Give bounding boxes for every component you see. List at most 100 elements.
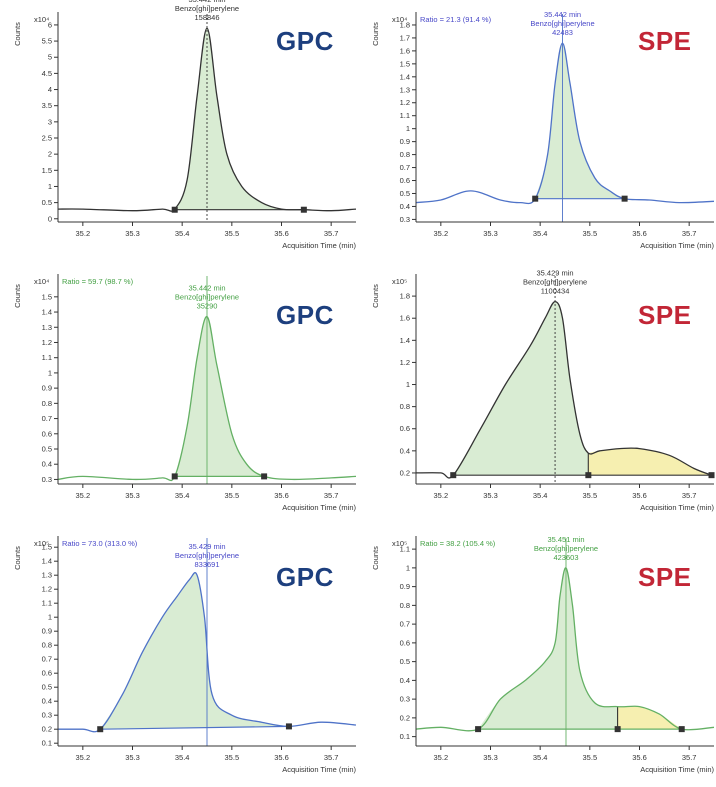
y-tick-label-6: 3 <box>48 117 52 126</box>
x-tick-label-1: 35.3 <box>483 753 498 762</box>
method-label-gpc-2: GPC <box>276 300 334 330</box>
y-tick-label-7: 0.8 <box>42 641 52 650</box>
x-tick-label-0: 35.2 <box>76 229 91 238</box>
y-tick-label-6: 0.7 <box>400 620 410 629</box>
y-tick-label-2: 0.5 <box>400 189 410 198</box>
peak-area-green-0 <box>100 572 289 730</box>
y-scale-exponent: x10⁵ <box>34 539 49 548</box>
chart-panel-gpc-2: 0.3 0.4 0.5 0.6 0.7 0.8 0.9 1 1.1 1.2 1.3 1.4 1.5 35.… <box>0 262 358 524</box>
x-tick-label-0: 35.2 <box>76 491 91 500</box>
y-tick-label-1: 0.4 <box>42 460 52 469</box>
y-scale-exponent: x10⁵ <box>392 277 407 286</box>
x-axis-title: Acquisition Time (min) <box>282 765 356 774</box>
y-tick-label-3: 0.6 <box>42 429 52 438</box>
y-tick-label-3: 0.6 <box>400 176 410 185</box>
peak-area-yellow-1 <box>588 448 712 476</box>
x-tick-label-1: 35.3 <box>125 491 140 500</box>
baseline-marker-2 <box>708 472 715 479</box>
baseline-marker-1 <box>585 472 592 479</box>
x-tick-label-4: 35.6 <box>632 491 647 500</box>
x-tick-label-4: 35.6 <box>632 229 647 238</box>
chromatogram-trace <box>415 42 715 205</box>
peak-compound-label: Benzo[ghi]perylene <box>175 293 239 302</box>
peak-area-label: 423603 <box>553 553 578 562</box>
method-label-spe-2: SPE <box>638 300 692 330</box>
y-tick-label-5: 1.2 <box>400 358 410 367</box>
x-tick-label-0: 35.2 <box>434 491 449 500</box>
baseline-marker-1 <box>621 195 628 202</box>
y-tick-label-2: 1 <box>48 182 52 191</box>
peak-area-green-0 <box>174 316 265 477</box>
y-tick-label-8: 0.9 <box>400 582 410 591</box>
x-tick-label-1: 35.3 <box>483 229 498 238</box>
y-tick-label-0: 0.3 <box>400 215 410 224</box>
y-tick-label-10: 5 <box>48 53 52 62</box>
chromatogram-trace <box>415 300 712 479</box>
x-tick-label-4: 35.6 <box>632 753 647 762</box>
method-label-gpc-1: GPC <box>276 26 334 56</box>
method-label-spe-3: SPE <box>638 562 692 592</box>
chart-svg-spe-2: 0.2 0.4 0.6 0.8 1 1.2 1.4 1.6 1.8 35.2 35.3 35.4 35.… <box>371 269 715 512</box>
qualifier-ratio-label: Ratio = 59.7 (98.7 %) <box>62 277 134 286</box>
y-tick-label-4: 0.7 <box>42 414 52 423</box>
y-tick-label-9: 4.5 <box>42 69 52 78</box>
peak-area-label: 42483 <box>552 28 573 37</box>
y-tick-label-5: 0.8 <box>400 150 410 159</box>
y-tick-label-8: 1.1 <box>400 111 410 120</box>
y-tick-label-0: 0 <box>48 214 52 223</box>
y-tick-label-0: 0.3 <box>42 475 52 484</box>
y-tick-label-9: 1.2 <box>400 98 410 107</box>
y-tick-label-5: 0.6 <box>42 669 52 678</box>
baseline-marker-0 <box>475 726 482 733</box>
baseline-marker-0 <box>171 206 178 213</box>
x-tick-label-1: 35.3 <box>125 229 140 238</box>
y-tick-label-8: 1.8 <box>400 292 410 301</box>
y-tick-label-3: 0.4 <box>400 676 410 685</box>
x-tick-label-5: 35.7 <box>682 229 697 238</box>
y-axis-title: Counts <box>371 284 380 308</box>
y-tick-label-5: 0.8 <box>42 399 52 408</box>
method-label-spe-1: SPE <box>638 26 692 56</box>
y-tick-label-14: 1.7 <box>400 33 410 42</box>
y-tick-label-10: 1.3 <box>42 323 52 332</box>
y-axis-title: Counts <box>13 22 22 46</box>
y-tick-label-10: 1.1 <box>42 599 52 608</box>
y-tick-label-6: 0.9 <box>400 137 410 146</box>
y-scale-exponent: x10⁴ <box>392 15 407 24</box>
baseline-marker-2 <box>678 726 685 733</box>
peak-area-green-0 <box>535 43 625 199</box>
baseline-marker-0 <box>532 195 539 202</box>
y-tick-label-0: 0.1 <box>400 732 410 741</box>
qualifier-ratio-label: Ratio = 73.0 (313.0 %) <box>62 539 138 548</box>
x-axis-title: Acquisition Time (min) <box>640 241 714 250</box>
y-tick-label-4: 0.5 <box>42 683 52 692</box>
y-tick-label-9: 1.2 <box>42 338 52 347</box>
x-tick-label-0: 35.2 <box>434 753 449 762</box>
y-scale-exponent: x10⁴ <box>34 277 49 286</box>
peak-area-green-0 <box>174 28 304 210</box>
x-tick-label-1: 35.3 <box>125 753 140 762</box>
chart-panel-gpc-1: 0 0.5 1 1.5 2 2.5 3 3.5 4 4.5 5 5.5 6 35.2 35.3 35.4 35.… <box>0 0 358 262</box>
chart-svg-gpc-3: 0.1 0.2 0.3 0.4 0.5 0.6 0.7 0.8 0.9 1 1.1 1.2 1.3 1.4… <box>13 536 356 774</box>
peak-area-green-0 <box>478 567 618 730</box>
y-tick-label-12: 1.5 <box>42 292 52 301</box>
y-tick-label-7: 1.6 <box>400 314 410 323</box>
x-tick-label-3: 35.5 <box>583 753 598 762</box>
y-tick-label-14: 1.5 <box>42 543 52 552</box>
x-tick-label-5: 35.7 <box>682 753 697 762</box>
y-tick-label-1: 0.4 <box>400 202 410 211</box>
y-tick-label-6: 0.7 <box>42 655 52 664</box>
chart-svg-gpc-2: 0.3 0.4 0.5 0.6 0.7 0.8 0.9 1 1.1 1.2 1.3 1.4 1.5 35.… <box>13 274 356 512</box>
y-tick-label-5: 0.6 <box>400 638 410 647</box>
y-tick-label-1: 0.2 <box>400 713 410 722</box>
peak-retention-time-label: 35.442 min <box>188 0 225 4</box>
y-tick-label-9: 1 <box>48 613 52 622</box>
chart-panel-gpc-3: 0.1 0.2 0.3 0.4 0.5 0.6 0.7 0.8 0.9 1 1.1 1.2 1.3 1.4… <box>0 524 358 786</box>
qualifier-ratio-label: Ratio = 38.2 (105.4 %) <box>420 539 496 548</box>
y-tick-label-0: 0.2 <box>400 468 410 477</box>
chart-panel-spe-2: 0.2 0.4 0.6 0.8 1 1.2 1.4 1.6 1.8 35.2 35.3 35.4 35.… <box>358 262 716 524</box>
peak-compound-label: Benzo[ghi]perylene <box>175 4 239 13</box>
peak-area-green-0 <box>453 301 589 476</box>
x-tick-label-3: 35.5 <box>583 491 598 500</box>
y-tick-label-7: 1 <box>406 124 410 133</box>
